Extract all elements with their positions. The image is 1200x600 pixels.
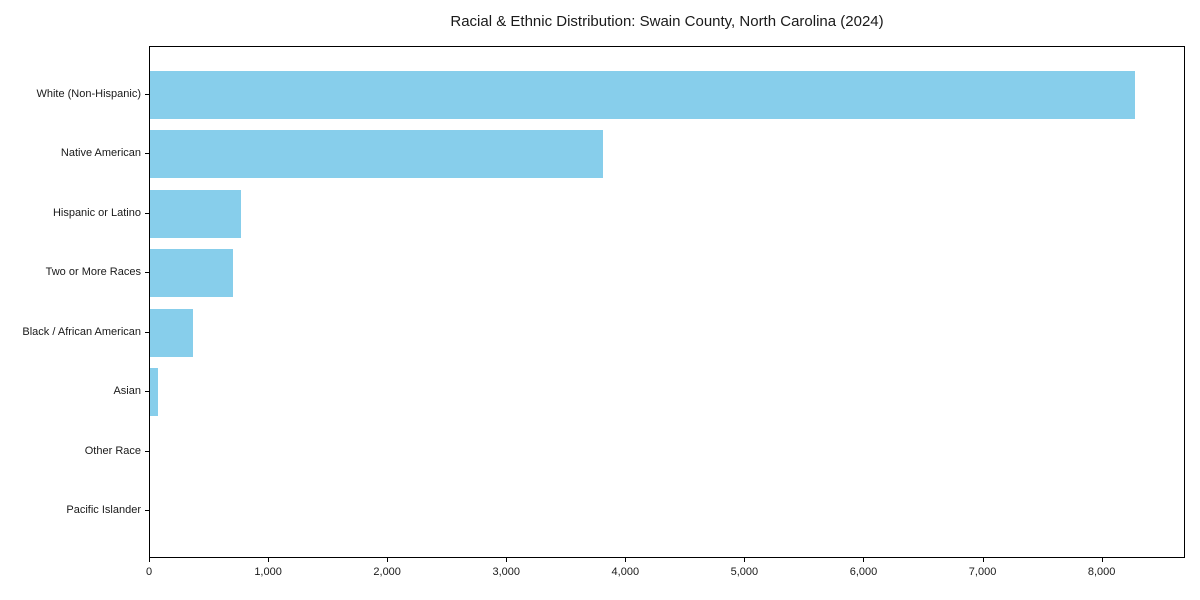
bar xyxy=(150,308,194,357)
bar xyxy=(150,249,233,298)
y-tick-mark xyxy=(145,450,149,452)
x-tick-mark xyxy=(149,558,150,562)
x-tick-mark xyxy=(863,558,865,562)
plot-area xyxy=(149,46,1185,558)
bar xyxy=(150,71,1135,119)
category-label: Black / African American xyxy=(22,325,141,338)
bar xyxy=(150,189,241,238)
category-label: Native American xyxy=(60,147,141,160)
x-tick-label: 4,000 xyxy=(611,566,640,578)
category-label: Other Race xyxy=(84,444,141,457)
category-label: Asian xyxy=(113,385,141,398)
x-tick-mark xyxy=(982,558,984,562)
y-tick-mark xyxy=(145,212,149,214)
x-tick-label: 7,000 xyxy=(968,566,997,578)
x-tick-mark xyxy=(387,558,389,562)
y-tick-mark xyxy=(145,510,149,511)
x-tick-label: 8,000 xyxy=(1087,566,1116,578)
chart-title: Racial & Ethnic Distribution: Swain Coun… xyxy=(450,13,884,30)
x-tick-label: 3,000 xyxy=(492,566,520,578)
x-tick-label: 2,000 xyxy=(373,566,401,578)
bar xyxy=(150,368,159,417)
y-tick-mark xyxy=(145,153,149,155)
x-tick-mark xyxy=(625,558,627,562)
category-label: Hispanic or Latino xyxy=(52,206,141,219)
bar xyxy=(150,130,604,179)
category-label: Pacific Islander xyxy=(66,504,141,516)
x-tick-label: 0 xyxy=(145,566,153,578)
x-tick-mark xyxy=(506,558,508,562)
y-tick-mark xyxy=(145,331,149,333)
y-tick-mark xyxy=(145,94,149,95)
y-tick-mark xyxy=(145,391,149,393)
y-tick-mark xyxy=(145,272,149,274)
x-tick-label: 6,000 xyxy=(849,566,878,578)
x-tick-label: 1,000 xyxy=(254,566,282,578)
x-tick-label: 5,000 xyxy=(730,566,759,578)
x-tick-mark xyxy=(268,558,270,562)
x-tick-mark xyxy=(744,558,746,562)
category-label: White (Non-Hispanic) xyxy=(36,88,141,100)
x-tick-mark xyxy=(1101,558,1103,562)
category-label: Two or More Races xyxy=(45,266,141,279)
